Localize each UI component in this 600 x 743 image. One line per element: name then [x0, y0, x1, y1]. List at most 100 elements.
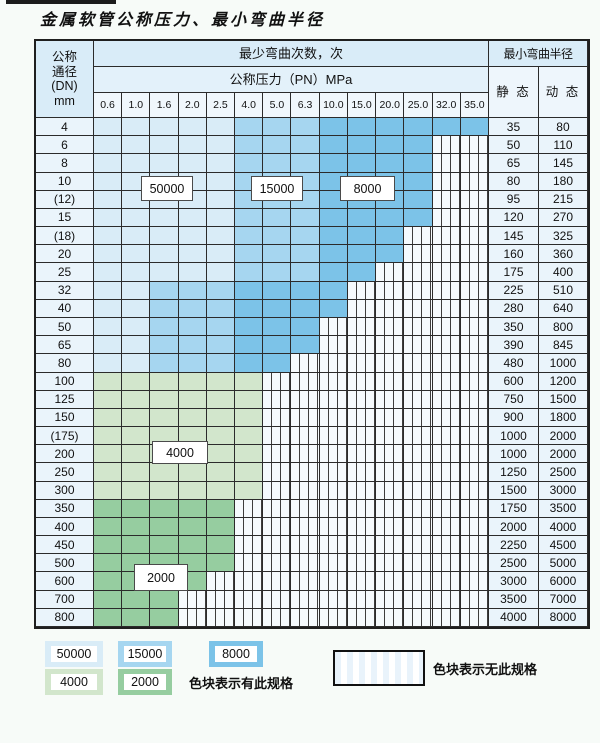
cell-dn15-p6.3: [291, 208, 320, 228]
cell-dn25-p35.0: [460, 263, 489, 282]
cell-dn4-p32.0: [432, 118, 461, 137]
static-value-450: 2250: [488, 536, 539, 555]
cell-dn40-p4.0: [235, 299, 264, 318]
cell-dn(18)-p15.0: [347, 227, 377, 246]
cell-dn25-p2.0: [178, 263, 207, 282]
cell-dn20-p20.0: [376, 245, 405, 264]
header-dynamic: 动 态: [538, 67, 588, 118]
cell-dn32-p35.0: [460, 281, 489, 300]
cell-dn200-p32.0: [432, 445, 461, 464]
cell-dn400-p15.0: [347, 517, 377, 537]
cell-dn(18)-p1.0: [122, 227, 151, 246]
cell-dn65-p0.6: [94, 336, 123, 355]
cell-dn40-p2.5: [206, 299, 236, 318]
pressure-header-5.0: 5.0: [263, 93, 292, 118]
cell-dn80-p4.0: [235, 354, 264, 373]
static-value-8: 65: [488, 154, 539, 173]
cell-dn50-p10.0: [319, 317, 348, 337]
cell-dn800-p25.0: [404, 608, 433, 627]
cell-dn80-p10.0: [319, 354, 348, 373]
cell-dn125-p2.5: [206, 390, 236, 409]
cell-dn(12)-p0.6: [94, 190, 123, 209]
dynamic-value-20: 360: [538, 245, 588, 264]
cell-dn40-p25.0: [404, 299, 433, 318]
dynamic-value-25: 400: [538, 263, 588, 282]
cell-dn350-p1.6: [150, 499, 179, 518]
cell-dn400-p2.5: [206, 517, 236, 537]
cell-dn8-p25.0: [404, 154, 433, 173]
cell-dn500-p5.0: [263, 554, 292, 573]
cell-dn300-p25.0: [404, 481, 433, 500]
cell-dn25-p2.5: [206, 263, 236, 282]
dynamic-value-4: 80: [538, 118, 588, 137]
cell-dn450-p2.5: [206, 536, 236, 555]
cell-dn150-p2.5: [206, 408, 236, 428]
cell-dn500-p0.6: [94, 554, 123, 573]
cell-dn700-p6.3: [291, 590, 320, 609]
cell-dn125-p5.0: [263, 390, 292, 409]
cell-dn500-p25.0: [404, 554, 433, 573]
pressure-header-2.0: 2.0: [178, 93, 207, 118]
cell-dn15-p20.0: [376, 208, 405, 228]
cell-dn50-p2.5: [206, 317, 236, 337]
dynamic-value-200: 2000: [538, 445, 588, 464]
cell-dn200-p15.0: [347, 445, 377, 464]
cell-dn(18)-p0.6: [94, 227, 123, 246]
cell-dn400-p6.3: [291, 517, 320, 537]
cell-dn700-p32.0: [432, 590, 461, 609]
static-value-800: 4000: [488, 608, 539, 627]
cell-dn300-p20.0: [376, 481, 405, 500]
cell-dn20-p0.6: [94, 245, 123, 264]
static-value-40: 280: [488, 299, 539, 318]
cell-dn15-p1.0: [122, 208, 151, 228]
cell-dn700-p2.0: [178, 590, 207, 609]
legend-chip-8000: 8000: [209, 641, 263, 667]
cell-dn(12)-p32.0: [432, 190, 461, 209]
cell-dn150-p10.0: [319, 408, 348, 428]
cell-dn700-p0.6: [94, 590, 123, 609]
cell-dn6-p25.0: [404, 136, 433, 155]
cell-dn50-p4.0: [235, 317, 264, 337]
header-static: 静 态: [488, 67, 539, 118]
cell-dn300-p0.6: [94, 481, 123, 500]
cell-dn800-p1.6: [150, 608, 179, 627]
dn-cell-700: 700: [36, 590, 94, 609]
cell-dn20-p1.0: [122, 245, 151, 264]
cell-dn150-p32.0: [432, 408, 461, 428]
cell-dn40-p10.0: [319, 299, 348, 318]
cell-dn450-p10.0: [319, 536, 348, 555]
cell-dn350-p2.0: [178, 499, 207, 518]
cell-dn800-p2.0: [178, 608, 207, 627]
dn-cell-125: 125: [36, 390, 94, 409]
cell-dn600-p10.0: [319, 572, 348, 591]
cell-dn250-p10.0: [319, 463, 348, 482]
cell-dn(18)-p4.0: [235, 227, 264, 246]
cell-dn80-p20.0: [376, 354, 405, 373]
cell-dn(18)-p2.5: [206, 227, 236, 246]
cell-dn700-p20.0: [376, 590, 405, 609]
static-value-125: 750: [488, 390, 539, 409]
dn-cell-200: 200: [36, 445, 94, 464]
dn-cell-150: 150: [36, 408, 94, 428]
cell-dn300-p1.6: [150, 481, 179, 500]
cell-dn(18)-p32.0: [432, 227, 461, 246]
cell-dn6-p2.5: [206, 136, 236, 155]
cell-dn25-p15.0: [347, 263, 377, 282]
cell-dn100-p2.5: [206, 372, 236, 391]
cell-dn200-p4.0: [235, 445, 264, 464]
cell-dn50-p0.6: [94, 317, 123, 337]
cell-dn6-p1.0: [122, 136, 151, 155]
dynamic-value-80: 1000: [538, 354, 588, 373]
cell-dn800-p35.0: [460, 608, 489, 627]
cell-dn(18)-p35.0: [460, 227, 489, 246]
cell-dn100-p10.0: [319, 372, 348, 391]
cell-dn350-p35.0: [460, 499, 489, 518]
pressure-header-2.5: 2.5: [206, 93, 236, 118]
cell-dn15-p25.0: [404, 208, 433, 228]
pressure-header-32.0: 32.0: [432, 93, 461, 118]
dynamic-value-400: 4000: [538, 517, 588, 537]
cell-dn80-p6.3: [291, 354, 320, 373]
cell-dn450-p5.0: [263, 536, 292, 555]
cell-dn250-p4.0: [235, 463, 264, 482]
static-value-20: 160: [488, 245, 539, 264]
